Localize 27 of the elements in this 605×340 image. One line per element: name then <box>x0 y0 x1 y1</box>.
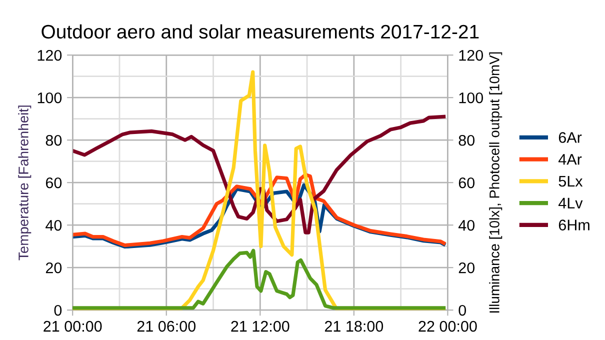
y-tick-label: 120 <box>38 50 62 61</box>
chart-title: Outdoor aero and solar measurements 2017-12-21 <box>42 24 479 39</box>
y2-tick-label: 120 <box>459 50 484 61</box>
y2-tick-label: 60 <box>458 177 475 188</box>
y2-tick-label: 40 <box>458 220 475 231</box>
y-tick-label: 60 <box>46 177 62 188</box>
legend-label: 6Hm <box>558 220 590 230</box>
x-tick-label: 21 18:00 <box>324 320 384 332</box>
y2-tick-label: 80 <box>458 134 475 146</box>
y-tick-label: 40 <box>46 220 62 231</box>
legend-label: 6Ar <box>558 132 582 143</box>
x-tick-label: 22 00:00 <box>418 320 477 332</box>
y-tick-label: 100 <box>38 92 62 104</box>
y2-tick-label: 100 <box>459 92 484 104</box>
y-tick-label: 0 <box>54 304 62 316</box>
y-tick-label: 80 <box>46 134 62 146</box>
y2-tick-label: 20 <box>458 262 475 274</box>
y-axis-title: Temperature [Fahrenheit] <box>18 106 32 260</box>
x-tick-label: 21 06:00 <box>137 320 196 332</box>
y2-tick-label: 0 <box>458 304 466 316</box>
x-tick-label: 21 12:00 <box>231 320 290 332</box>
x-tick-label: 21 00:00 <box>44 320 102 332</box>
legend-label: 4Ar <box>558 154 582 165</box>
legend-label: 4Lv <box>558 198 583 208</box>
y2-axis-title: Illuminance [10lx], Photocell output [10mV] <box>489 52 502 313</box>
y-tick-label: 20 <box>46 262 62 274</box>
legend-label: 5Lx <box>558 176 583 187</box>
